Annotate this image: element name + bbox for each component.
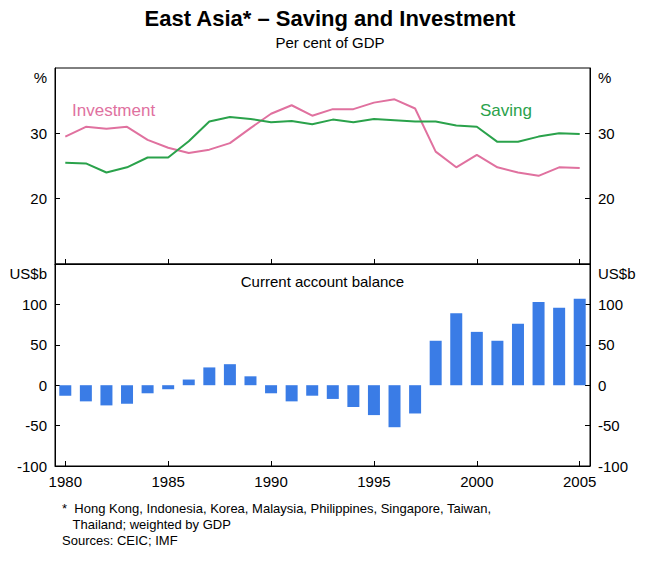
svg-text:100: 100: [22, 296, 47, 313]
svg-text:1985: 1985: [151, 473, 184, 490]
svg-text:-50: -50: [598, 417, 620, 434]
svg-text:20: 20: [598, 190, 615, 207]
svg-text:0: 0: [598, 377, 606, 394]
svg-text:East Asia* – Saving and Invest: East Asia* – Saving and Investment: [145, 6, 517, 31]
svg-text:20: 20: [30, 190, 47, 207]
svg-text:100: 100: [598, 296, 623, 313]
svg-text:Saving: Saving: [480, 101, 532, 120]
svg-text:50: 50: [598, 336, 615, 353]
svg-text:1990: 1990: [254, 473, 287, 490]
svg-text:US$b: US$b: [9, 265, 47, 282]
svg-text:Thailand; weighted by GDP: Thailand; weighted by GDP: [62, 517, 231, 532]
svg-text:Sources: CEIC; IMF: Sources: CEIC; IMF: [62, 533, 178, 548]
svg-text:-100: -100: [17, 458, 47, 475]
svg-text:* Hong Kong, Indonesia, Korea: * Hong Kong, Indonesia, Korea, Malaysia,…: [62, 501, 491, 516]
svg-text:30: 30: [30, 125, 47, 142]
svg-text:1995: 1995: [357, 473, 390, 490]
svg-text:%: %: [34, 69, 47, 86]
svg-text:Investment: Investment: [72, 101, 155, 120]
svg-text:1980: 1980: [49, 473, 82, 490]
svg-text:50: 50: [30, 336, 47, 353]
svg-text:30: 30: [598, 125, 615, 142]
svg-text:2005: 2005: [563, 473, 596, 490]
svg-text:-50: -50: [25, 417, 47, 434]
svg-text:2000: 2000: [460, 473, 493, 490]
svg-text:Current account balance: Current account balance: [241, 273, 404, 290]
svg-text:Per cent of GDP: Per cent of GDP: [275, 34, 384, 51]
svg-text:US$b: US$b: [598, 265, 636, 282]
svg-text:%: %: [598, 69, 611, 86]
svg-text:0: 0: [39, 377, 47, 394]
svg-text:-100: -100: [598, 458, 628, 475]
